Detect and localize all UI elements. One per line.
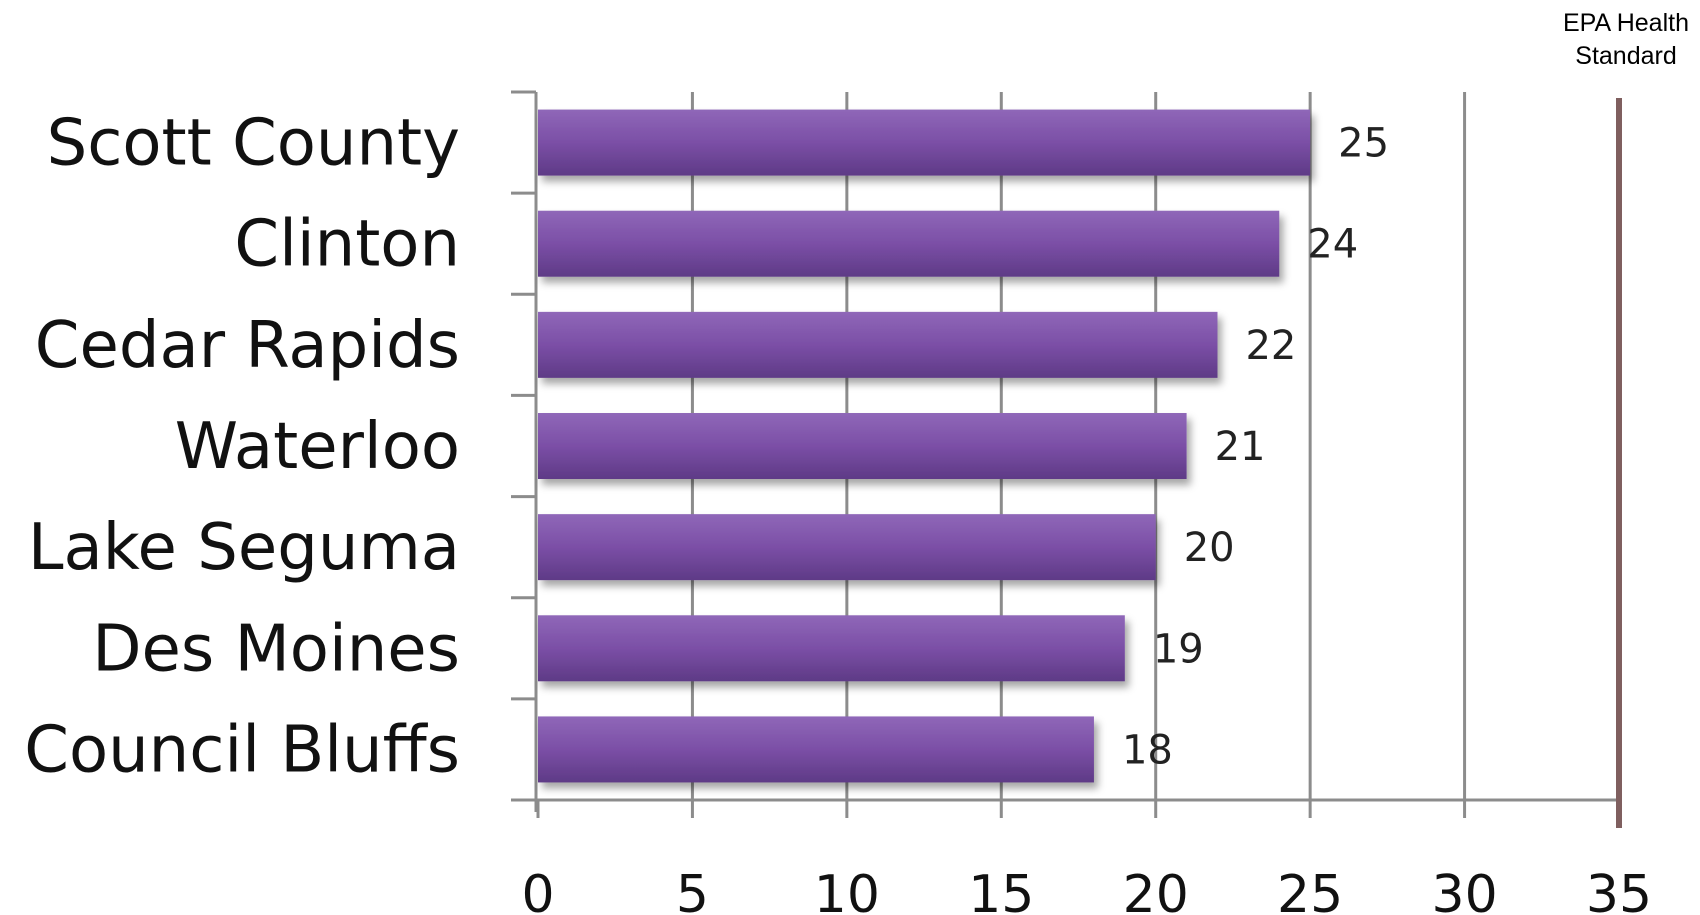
x-tick-label: 20 <box>1123 865 1189 915</box>
bar <box>538 311 1218 378</box>
reference-line-label: EPA Health <box>1563 9 1689 37</box>
x-tick-label: 15 <box>968 865 1034 915</box>
x-tick-label: 30 <box>1431 865 1497 915</box>
category-label: Scott County <box>47 107 460 181</box>
x-tick-label: 35 <box>1586 865 1652 915</box>
x-tick-label: 5 <box>676 865 709 915</box>
data-label: 18 <box>1122 727 1173 773</box>
bar <box>538 413 1187 479</box>
x-tick-label: 0 <box>521 865 554 915</box>
category-label: Waterloo <box>175 410 460 484</box>
axes: 0 5 10 15 20 25 30 35 <box>511 90 1652 915</box>
data-label: 21 <box>1215 424 1266 470</box>
data-label: 22 <box>1245 323 1296 369</box>
category-label: Council Bluffs <box>24 713 460 787</box>
bar <box>538 109 1311 176</box>
category-label: Cedar Rapids <box>35 309 460 383</box>
x-tick-label: 25 <box>1277 865 1343 915</box>
category-label: Des Moines <box>92 612 460 686</box>
bar <box>538 716 1094 783</box>
labels: Scott County 25 Clinton 24 Cedar Rapids 22 Wat… <box>24 107 1389 788</box>
reference-line-group: EPA Health Standard <box>1563 9 1689 828</box>
category-label: Lake Seguma <box>28 511 460 585</box>
data-label: 24 <box>1307 222 1358 268</box>
data-label: 25 <box>1338 121 1389 167</box>
category-label: Clinton <box>234 208 460 282</box>
bars <box>538 109 1311 783</box>
bar <box>538 514 1156 581</box>
reference-line-label: Standard <box>1575 42 1676 70</box>
data-label: 19 <box>1153 626 1204 672</box>
bar <box>538 615 1125 682</box>
data-label: 20 <box>1184 525 1235 571</box>
x-tick-label: 10 <box>814 865 880 915</box>
bar <box>538 210 1280 277</box>
